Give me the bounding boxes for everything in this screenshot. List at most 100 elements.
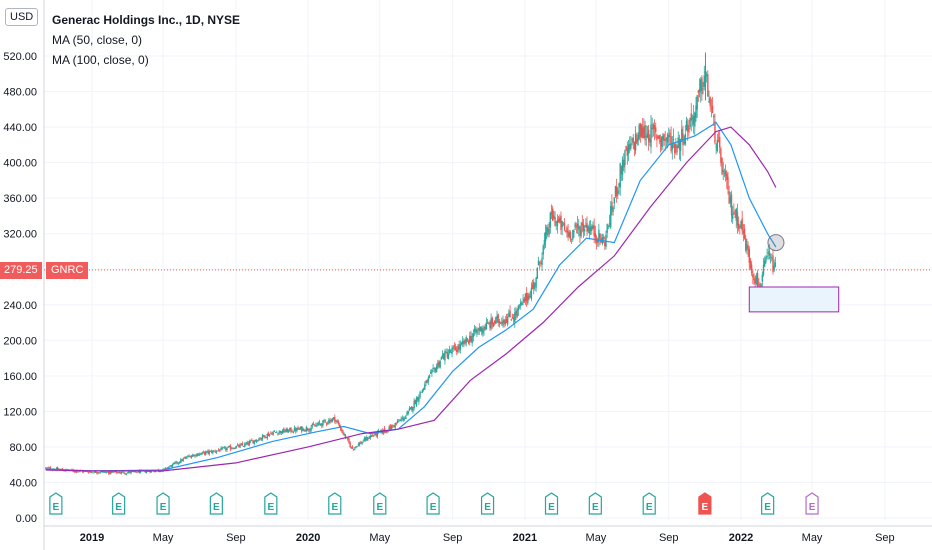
candle-body (189, 456, 191, 458)
candle-body (613, 197, 615, 204)
candle-body (607, 225, 610, 227)
candle-body (210, 451, 213, 453)
candle-body (753, 277, 755, 281)
candle-body (416, 396, 419, 401)
candle-body (531, 284, 534, 289)
candle-body (350, 446, 353, 448)
candle-body (491, 317, 493, 325)
candle-body (415, 398, 418, 406)
earnings-marker[interactable]: E (156, 492, 170, 515)
candle-body (98, 472, 100, 474)
candle-body (538, 261, 541, 263)
candle-body (649, 138, 651, 143)
earnings-marker[interactable]: E (544, 492, 559, 515)
candle-body (732, 214, 734, 219)
ma100-legend[interactable]: MA (100, close, 0) (52, 53, 149, 67)
candle-body (488, 323, 490, 324)
candle-body (682, 133, 684, 146)
earnings-marker[interactable]: E (264, 492, 278, 515)
candle-body (163, 468, 165, 470)
candle-body (355, 446, 357, 448)
candle-body (618, 183, 620, 187)
candle-body (543, 239, 546, 246)
candle-body (290, 427, 292, 432)
candle-body (328, 420, 330, 423)
support-zone-box[interactable] (748, 286, 840, 313)
candle-body (645, 135, 647, 138)
candle-body (87, 471, 90, 473)
candle-body (249, 440, 252, 442)
candle-body (711, 105, 714, 113)
earnings-marker[interactable]: E (761, 492, 775, 515)
candle-body (366, 436, 368, 441)
earnings-marker[interactable]: E (49, 492, 63, 515)
candle-body (299, 427, 302, 430)
candle-body (373, 435, 375, 437)
candle-body (214, 451, 216, 453)
candle-body (231, 448, 233, 450)
earnings-marker[interactable]: E (373, 492, 387, 515)
candle-body (525, 292, 528, 302)
currency-badge[interactable]: USD (5, 8, 39, 26)
candle-body (180, 459, 182, 463)
candle-body (527, 295, 529, 304)
candle-body (637, 135, 639, 145)
y-tick-label: 200.00 (3, 335, 37, 347)
candle-body (196, 453, 199, 456)
earnings-marker[interactable]: E (698, 492, 712, 515)
earnings-marker[interactable]: E (642, 492, 656, 515)
candle-body (630, 143, 632, 149)
candle-body (129, 472, 131, 474)
candle-body (692, 115, 695, 125)
earnings-marker[interactable]: E (112, 492, 126, 515)
candle-body (432, 368, 434, 369)
earnings-marker[interactable]: E (588, 492, 602, 515)
candle-body (528, 293, 530, 299)
circle-marker[interactable] (767, 234, 785, 252)
ma50-legend[interactable]: MA (50, close, 0) (52, 33, 143, 47)
candle-body (626, 147, 629, 156)
candle-body (441, 354, 444, 358)
candle-body (236, 444, 239, 446)
candle-body (124, 473, 126, 475)
candle-body (761, 274, 764, 282)
candle-body (200, 453, 202, 455)
candle-body (530, 287, 533, 299)
candle-body (621, 159, 624, 175)
x-tick-label: 2019 (80, 532, 104, 544)
earnings-marker[interactable]: E (805, 492, 819, 515)
candle-body (148, 471, 150, 472)
candle-body (293, 427, 296, 431)
candle-body (582, 224, 585, 232)
candle-body (653, 125, 656, 130)
earnings-marker[interactable]: E (480, 492, 495, 515)
candle-body (334, 416, 336, 422)
candle-body (456, 349, 458, 353)
candle-body (460, 342, 463, 345)
earnings-marker[interactable]: E (426, 492, 440, 515)
candle-body (752, 274, 754, 278)
candle-body (647, 129, 650, 142)
x-tick-label: 2020 (296, 532, 320, 544)
x-tick-label: 2022 (729, 532, 753, 544)
candle-body (664, 139, 666, 141)
candle-body (516, 309, 518, 317)
candle-body (554, 217, 556, 227)
candle-body (483, 327, 485, 331)
candle-body (105, 471, 107, 473)
candle-body (550, 212, 553, 215)
candle-body (763, 260, 766, 267)
candle-body (698, 88, 701, 93)
candle-body (235, 445, 238, 448)
candle-body (549, 212, 552, 228)
earnings-marker[interactable]: E (328, 492, 342, 515)
candle-body (336, 420, 338, 422)
earnings-label: E (267, 502, 274, 513)
candle-body (335, 420, 337, 422)
candle-body (242, 446, 245, 447)
candle-body (690, 113, 692, 121)
earnings-marker[interactable]: E (209, 492, 223, 515)
candle-body (505, 318, 508, 324)
